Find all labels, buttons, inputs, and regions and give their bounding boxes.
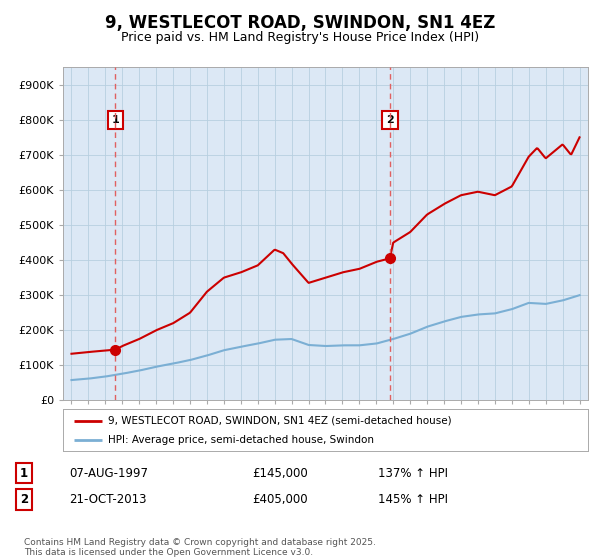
Text: 1: 1 <box>20 466 28 480</box>
Text: £405,000: £405,000 <box>252 493 308 506</box>
Text: 9, WESTLECOT ROAD, SWINDON, SN1 4EZ (semi-detached house): 9, WESTLECOT ROAD, SWINDON, SN1 4EZ (sem… <box>107 416 451 426</box>
Text: 21-OCT-2013: 21-OCT-2013 <box>69 493 146 506</box>
Text: 137% ↑ HPI: 137% ↑ HPI <box>378 466 448 480</box>
Text: 07-AUG-1997: 07-AUG-1997 <box>69 466 148 480</box>
Text: HPI: Average price, semi-detached house, Swindon: HPI: Average price, semi-detached house,… <box>107 435 374 445</box>
Text: Contains HM Land Registry data © Crown copyright and database right 2025.
This d: Contains HM Land Registry data © Crown c… <box>24 538 376 557</box>
Text: 1: 1 <box>112 115 119 125</box>
Text: £145,000: £145,000 <box>252 466 308 480</box>
Text: 145% ↑ HPI: 145% ↑ HPI <box>378 493 448 506</box>
Text: 9, WESTLECOT ROAD, SWINDON, SN1 4EZ: 9, WESTLECOT ROAD, SWINDON, SN1 4EZ <box>105 14 495 32</box>
Text: 2: 2 <box>20 493 28 506</box>
Text: 2: 2 <box>386 115 394 125</box>
Text: Price paid vs. HM Land Registry's House Price Index (HPI): Price paid vs. HM Land Registry's House … <box>121 31 479 44</box>
